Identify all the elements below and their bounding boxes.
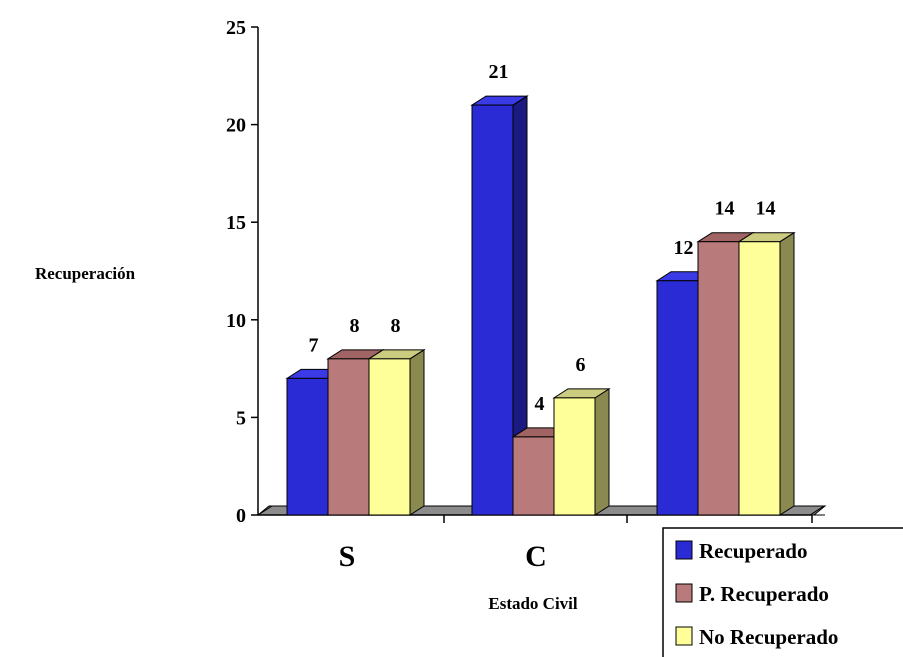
legend: Recuperado P. Recuperado No Recuperado <box>662 527 903 657</box>
y-tick-label: 15 <box>226 212 246 234</box>
bar-side-face <box>594 387 610 516</box>
x-category-label: C <box>525 540 547 573</box>
bar-data-label: 7 <box>309 334 319 356</box>
bar-data-label: 14 <box>715 198 735 220</box>
bar-front-face <box>656 280 699 516</box>
legend-label: Recuperado <box>699 539 808 563</box>
bar-front-face <box>738 241 781 516</box>
bar-front-face <box>471 104 514 516</box>
legend-label: No Recuperado <box>699 625 838 649</box>
bar <box>737 231 796 516</box>
legend-box <box>662 527 903 657</box>
bar-data-label: 14 <box>756 198 776 220</box>
legend-swatch <box>675 540 693 560</box>
y-tick-label: 5 <box>236 407 246 429</box>
bar-data-label: 6 <box>576 354 586 376</box>
bar-front-face <box>512 436 555 516</box>
x-axis-title: Estado Civil <box>488 594 578 613</box>
bar-data-label: 4 <box>535 393 545 415</box>
bar-front-face <box>286 377 329 516</box>
y-tick-label: 0 <box>236 505 246 527</box>
bar-front-face <box>697 241 740 516</box>
bars: 7 8 8 21 4 6 12 14 14 <box>285 61 796 516</box>
bar-data-label: 21 <box>489 61 509 83</box>
bar-front-face <box>368 358 411 516</box>
bar <box>696 231 755 516</box>
legend-swatch <box>675 626 693 646</box>
bar <box>552 387 611 516</box>
y-tick-label: 10 <box>226 310 246 332</box>
y-tick-label: 20 <box>226 115 246 137</box>
bar-data-label: 8 <box>391 315 401 337</box>
bar-front-face <box>553 397 596 516</box>
x-category-label: S <box>339 540 356 573</box>
legend-swatch <box>675 583 693 603</box>
legend-label: P. Recuperado <box>699 582 829 606</box>
bar-front-face <box>327 358 370 516</box>
y-axis-title: Recuperación <box>35 264 136 283</box>
bar <box>367 348 426 516</box>
y-axis: 0 5 10 15 20 25 <box>226 17 259 527</box>
y-tick-label: 25 <box>226 17 246 39</box>
bar-side-face <box>409 348 425 516</box>
bar-data-label: 12 <box>674 237 694 259</box>
bar-side-face <box>779 231 795 516</box>
bar-data-label: 8 <box>350 315 360 337</box>
bar <box>470 95 529 516</box>
